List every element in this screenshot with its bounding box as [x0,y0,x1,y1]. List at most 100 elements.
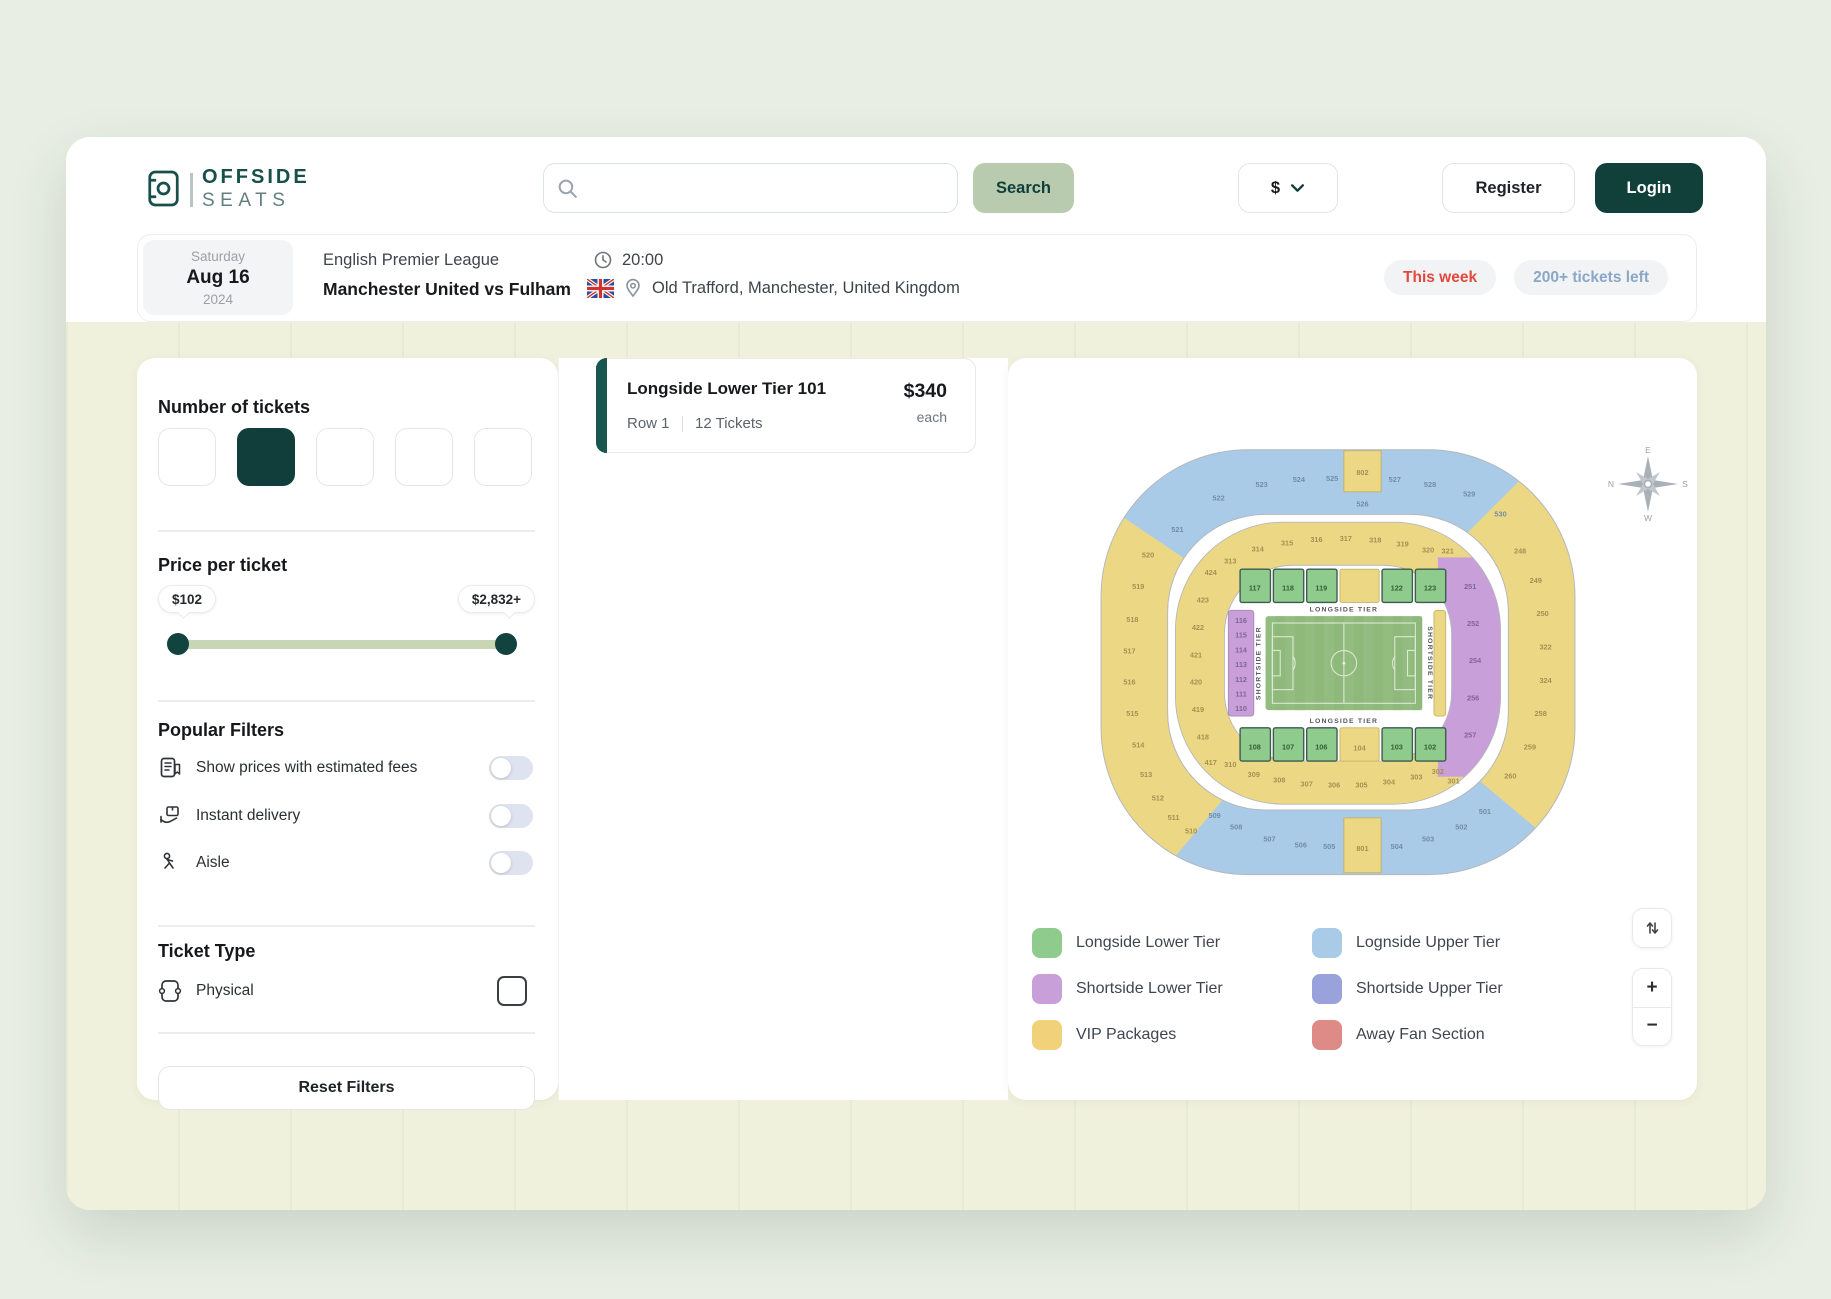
event-badges: This week 200+ tickets left [1384,260,1668,295]
svg-text:422: 422 [1192,623,1204,632]
aisle-toggle[interactable] [489,851,533,875]
detail-divider [681,415,684,432]
zoom-in-button[interactable]: + [1646,976,1658,998]
zoom-divider [1633,1006,1671,1008]
event-venue-row: Old Trafford, Manchester, United Kingdom [587,278,960,298]
svg-text:257: 257 [1464,731,1476,740]
svg-text:305: 305 [1355,781,1367,790]
svg-text:802: 802 [1356,468,1368,477]
listing-price-unit: each [916,409,947,425]
ticket-count-button[interactable] [395,428,453,486]
svg-text:420: 420 [1190,678,1202,687]
svg-text:308: 308 [1273,776,1285,785]
legend-item: Away Fan Section [1312,1020,1592,1050]
filter-label-fees: Show prices with estimated fees [196,759,418,776]
logo-line2: SEATS [202,190,291,211]
filter-label-delivery: Instant delivery [196,807,301,824]
zoom-out-button[interactable]: − [1646,1015,1658,1037]
svg-text:322: 322 [1539,642,1551,651]
svg-text:313: 313 [1224,556,1236,565]
delivery-toggle[interactable] [489,804,533,828]
event-venue: Old Trafford, Manchester, United Kingdom [652,278,960,297]
svg-text:516: 516 [1123,678,1135,687]
search-bar[interactable] [543,163,958,213]
svg-text:108: 108 [1249,742,1261,751]
register-button[interactable]: Register [1442,163,1575,213]
ticket-count-button[interactable] [158,428,216,486]
badge-tickets-left: 200+ tickets left [1514,260,1668,295]
price-slider-track[interactable] [167,640,517,649]
legend-label: VIP Packages [1076,1026,1177,1043]
legend-label: Shortside Upper Tier [1356,980,1503,997]
filter-label-physical: Physical [196,982,254,999]
svg-text:303: 303 [1410,773,1422,782]
svg-text:106: 106 [1315,742,1327,751]
svg-text:103: 103 [1391,742,1403,751]
svg-text:259: 259 [1524,742,1536,751]
price-heading: Price per ticket [158,555,288,575]
svg-text:529: 529 [1463,490,1475,499]
svg-text:320: 320 [1422,546,1434,555]
legend-label: Lognside Upper Tier [1356,934,1501,951]
ticket-count-group [158,428,532,486]
fees-toggle[interactable] [489,756,533,780]
physical-checkbox[interactable] [497,976,527,1006]
svg-text:509: 509 [1209,811,1221,820]
svg-text:324: 324 [1539,676,1552,685]
reset-filters-button[interactable]: Reset Filters [158,1066,535,1110]
price-slider-handle-min[interactable] [167,633,189,655]
search-button[interactable]: Search [973,163,1074,213]
svg-text:507: 507 [1263,834,1275,843]
tier-label-left: SHORTSIDE TIER [1256,626,1263,700]
svg-text:251: 251 [1464,582,1476,591]
divider [158,700,535,702]
svg-text:504: 504 [1391,842,1404,851]
ticket-listing-card[interactable]: Longside Lower Tier 101 Row 1 12 Tickets… [596,358,976,453]
filter-row-fees: Show prices with estimated fees [158,751,535,785]
card-accent-bar [596,358,607,453]
svg-text:505: 505 [1323,842,1335,851]
svg-text:527: 527 [1389,475,1401,484]
svg-text:117: 117 [1249,584,1261,593]
legend-item: VIP Packages [1032,1020,1312,1050]
svg-text:511: 511 [1168,813,1180,822]
price-max-tooltip: $2,832+ [457,585,535,613]
currency-selector[interactable]: $ [1238,163,1338,213]
event-year: 2024 [202,292,234,307]
svg-text:526: 526 [1356,500,1368,509]
badge-this-week: This week [1384,260,1497,295]
legend-swatch [1312,1020,1342,1050]
listing-quantity: 12 Tickets [695,415,763,432]
svg-text:423: 423 [1197,595,1209,604]
svg-text:318: 318 [1369,536,1381,545]
ticket-count-button[interactable] [474,428,532,486]
clock-icon [594,251,612,269]
filter-row-delivery: Instant delivery [158,799,535,833]
login-button[interactable]: Login [1595,163,1703,213]
svg-text:254: 254 [1469,656,1482,665]
svg-text:517: 517 [1123,646,1135,655]
svg-text:107: 107 [1282,742,1294,751]
svg-text:114: 114 [1235,645,1248,654]
compass-bottom: W [1644,513,1652,522]
map-rotate-button[interactable] [1632,908,1672,948]
svg-text:302: 302 [1432,767,1444,776]
svg-text:530: 530 [1494,509,1506,518]
stadium-map[interactable]: LONGSIDE TIER LONGSIDE TIER SHORTSIDE TI… [1088,436,1588,906]
price-slider-handle-max[interactable] [495,633,517,655]
svg-text:122: 122 [1391,584,1403,593]
search-input[interactable] [588,164,948,212]
tier-label-top: LONGSIDE TIER [1310,606,1379,613]
map-zoom-controls: + − [1632,968,1672,1046]
rotate-icon [1646,922,1659,934]
svg-text:260: 260 [1504,772,1516,781]
ticket-count-button[interactable] [237,428,295,486]
listing-price: $340 [903,380,947,402]
instant-delivery-icon [160,806,179,824]
chevron-down-icon [1291,184,1305,192]
legend-swatch [1032,1020,1062,1050]
currency-symbol: $ [1270,178,1281,197]
svg-text:520: 520 [1142,550,1154,559]
ticket-count-button[interactable] [316,428,374,486]
